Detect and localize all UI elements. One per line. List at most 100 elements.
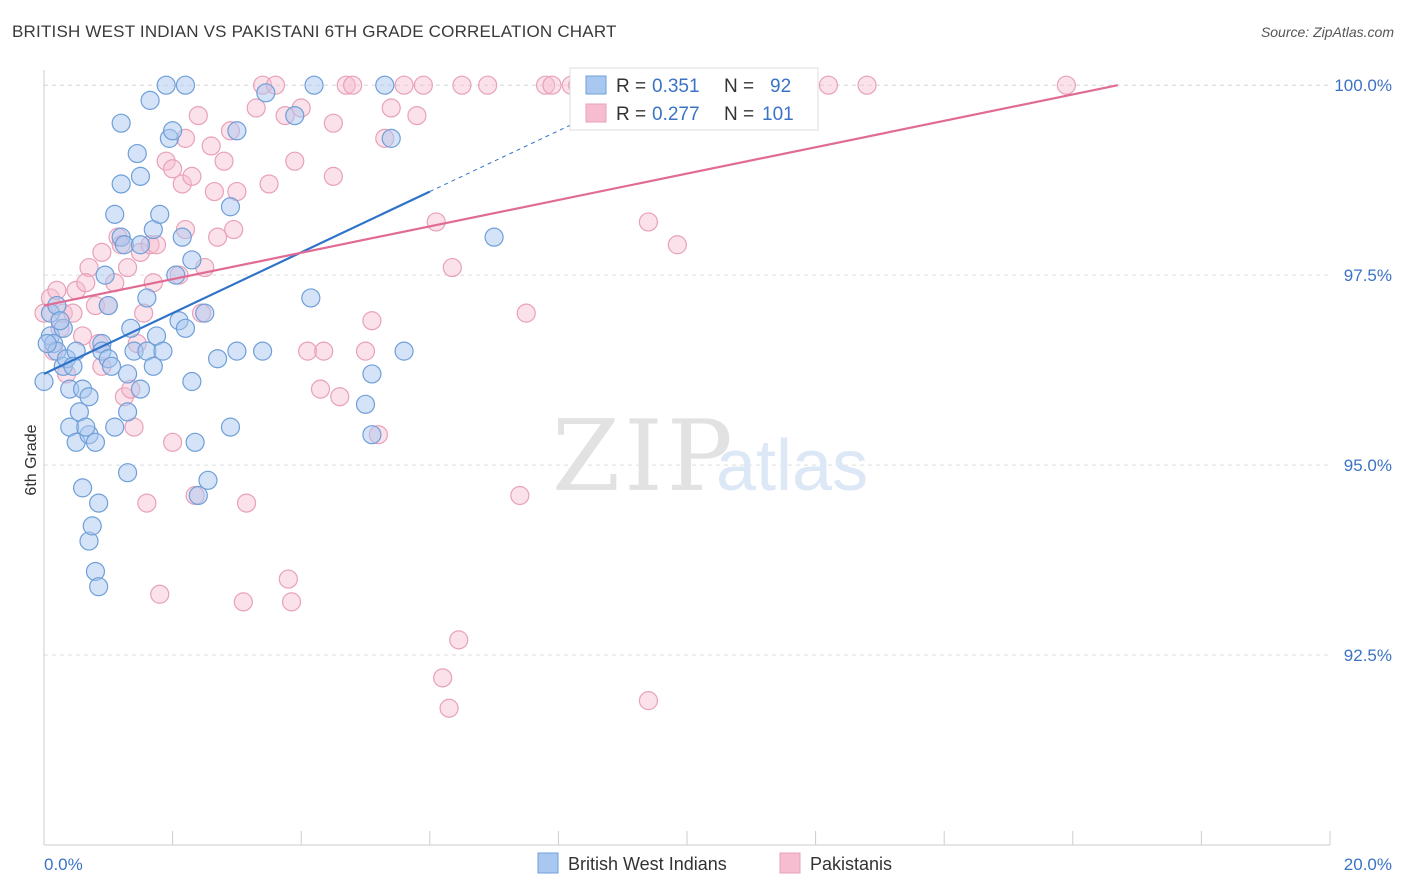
british-west-indians-point — [172, 227, 192, 247]
pakistanis-point — [449, 630, 469, 650]
british-west-indians-point — [105, 417, 125, 437]
legend-r-value-2: 0.277 — [652, 104, 700, 125]
british-west-indians-point — [111, 174, 131, 194]
pakistanis-point — [233, 592, 253, 612]
british-west-indians-point — [256, 83, 276, 103]
pakistanis-point — [343, 75, 363, 95]
y-tick-label: 95.0% — [1344, 456, 1392, 475]
pakistanis-point — [452, 75, 472, 95]
y-tick-label: 97.5% — [1344, 266, 1392, 285]
british-west-indians-point — [301, 288, 321, 308]
pakistanis-point — [278, 569, 298, 589]
pakistanis-point — [433, 668, 453, 688]
british-west-indians-point — [89, 577, 109, 597]
british-west-indians-point — [394, 341, 414, 361]
pakistanis-point — [117, 257, 138, 278]
british-west-indians-point — [98, 295, 118, 316]
y-tick-label: 92.5% — [1344, 646, 1392, 665]
british-west-indians-point — [166, 265, 186, 285]
british-west-indians-point — [304, 75, 324, 95]
british-west-indians-point — [182, 250, 202, 270]
pakistanis-point — [76, 273, 96, 293]
pakistanis-point — [188, 105, 208, 126]
pakistanis-point — [535, 75, 556, 95]
legend-r-value-1: 0.351 — [652, 76, 700, 97]
pakistanis-point — [426, 212, 446, 232]
british-west-indians-point — [117, 402, 138, 422]
watermark-zip: ZIP — [552, 400, 737, 514]
british-west-indians-point — [50, 311, 70, 331]
british-west-indians-point — [150, 204, 170, 224]
pakistanis-point — [281, 592, 302, 612]
pakistanis-point — [362, 311, 382, 331]
pakistanis-point — [355, 341, 376, 361]
pakistanis-point — [79, 257, 99, 278]
british-west-indians-point — [198, 470, 218, 490]
british-west-indians-point — [220, 417, 241, 437]
pakistanis-point — [857, 75, 877, 95]
pakistanis-point — [336, 75, 356, 95]
pakistanis-point — [330, 387, 350, 407]
british-west-indians-point — [76, 417, 96, 437]
pakistanis-point — [314, 341, 334, 361]
british-west-indians-point — [185, 432, 205, 452]
british-west-indians-point — [220, 197, 241, 217]
british-west-indians-point — [114, 235, 134, 255]
british-west-indians-point — [175, 318, 196, 338]
correlation-legend: R = 0.351 N = 92 R = 0.277 N = 101 — [569, 67, 819, 131]
british-west-indians-trend-line — [43, 190, 431, 375]
pakistanis-point — [163, 159, 183, 179]
british-west-indians-point — [34, 371, 54, 392]
british-west-indians-point — [37, 333, 57, 354]
pakistanis-point — [323, 113, 343, 133]
british-west-indians-point — [153, 341, 173, 361]
axes — [43, 70, 1331, 846]
british-west-indians-point — [182, 371, 202, 392]
bottom-legend-label-blue: British West Indians — [568, 854, 727, 874]
bottom-legend-label-pink: Pakistanis — [810, 854, 892, 874]
legend-r-label-2: R = — [616, 104, 646, 125]
british-west-indians-point — [484, 227, 504, 247]
british-west-indians-point — [253, 341, 273, 361]
pakistanis-point — [224, 219, 244, 240]
bottom-legend-swatch-pink — [779, 852, 801, 874]
pakistanis-point — [298, 341, 318, 361]
pakistanis-point — [172, 174, 192, 194]
pakistanis-point — [214, 151, 234, 171]
watermark-atlas: atlas — [716, 426, 868, 506]
british-west-indians-point — [127, 143, 147, 164]
pakistanis-point — [246, 98, 266, 118]
british-west-indians-point — [175, 75, 196, 95]
legend-box — [569, 67, 819, 131]
british-west-indians-point — [143, 356, 163, 376]
bottom-legend-swatch-blue — [537, 852, 559, 874]
british-west-indians-point — [285, 105, 305, 126]
british-west-indians-point — [89, 493, 109, 513]
british-west-indians-point — [188, 485, 208, 506]
chart-title: BRITISH WEST INDIAN VS PAKISTANI 6TH GRA… — [12, 22, 617, 41]
pakistanis-point — [394, 75, 414, 95]
y-axis-title: 6th Grade — [23, 424, 40, 495]
pakistanis-point — [156, 151, 176, 171]
legend-n-label-1: N = — [724, 76, 754, 97]
british-west-indians-point — [227, 121, 247, 141]
pakistanis-point — [638, 691, 659, 711]
british-west-indians-point — [208, 349, 228, 369]
british-west-indians-point — [195, 303, 215, 323]
pakistanis-trend-line — [43, 84, 1119, 307]
pakistanis-point — [236, 493, 257, 513]
british-west-indians-point — [375, 75, 395, 95]
british-west-indians-point — [130, 379, 151, 399]
british-west-indians-point — [85, 432, 106, 452]
british-west-indians-point — [105, 204, 125, 224]
british-west-indians-point — [137, 288, 157, 308]
pakistanis-point — [381, 98, 401, 118]
british-west-indians-point — [111, 113, 131, 133]
pakistanis-point — [259, 174, 279, 194]
watermark: ZIP atlas — [552, 400, 868, 514]
pakistanis-point — [310, 379, 331, 399]
pakistanis-point — [163, 432, 183, 452]
pakistanis-point — [323, 166, 343, 186]
legend-swatch-pink — [585, 103, 607, 123]
